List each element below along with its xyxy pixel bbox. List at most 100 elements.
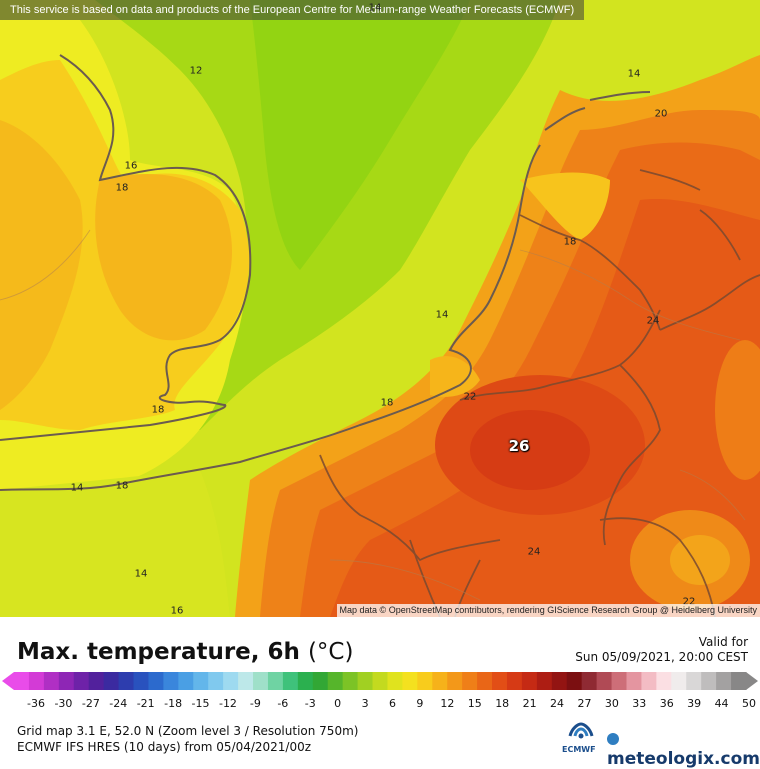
scale-swatch — [596, 672, 613, 690]
scale-tick-label: 30 — [604, 697, 619, 710]
scale-tick-label: -36 — [27, 697, 45, 710]
title-unit: (°C) — [307, 639, 354, 665]
scale-swatch — [506, 672, 523, 690]
scale-swatch — [716, 672, 732, 690]
scale-tick-label: 21 — [522, 697, 537, 710]
model-info: ECMWF IFS HRES (10 days) from 05/04/2021… — [17, 740, 312, 754]
scale-swatch — [73, 672, 90, 690]
scale-swatch — [447, 672, 463, 690]
scale-tick-label: -6 — [277, 697, 289, 710]
scale-tick-label: -21 — [136, 697, 155, 710]
contour-label: 14 — [368, 2, 382, 14]
scale-swatch — [14, 672, 30, 690]
scale-swatch — [462, 672, 478, 690]
scale-swatch — [671, 672, 687, 690]
brand-logo-icon — [607, 733, 619, 745]
scale-swatch — [327, 672, 344, 690]
contour-label: 22 — [463, 391, 477, 403]
scale-tick-label: 15 — [467, 697, 482, 710]
brand-name: meteologix.com — [607, 749, 760, 769]
scale-swatch — [193, 672, 209, 690]
scale-tick-label: 39 — [687, 697, 702, 710]
color-scale — [2, 672, 758, 690]
scale-arrow-right — [746, 672, 758, 690]
scale-swatch — [357, 672, 374, 690]
scale-swatch — [686, 672, 702, 690]
data-source-notice: This service is based on data and produc… — [0, 0, 585, 20]
scale-swatch — [312, 672, 329, 690]
contour-label: 14 — [435, 309, 449, 321]
scale-tick-label: -3 — [304, 697, 316, 710]
brand-logo[interactable]: meteologix.com — [607, 729, 760, 769]
scale-swatch — [372, 672, 388, 690]
scale-swatch — [178, 672, 194, 690]
scale-swatch — [387, 672, 403, 690]
scale-swatch — [208, 672, 224, 690]
scale-swatch — [342, 672, 359, 690]
contour-label: 18 — [151, 404, 165, 416]
contour-label: 14 — [134, 568, 148, 580]
scale-tick-label: 24 — [550, 697, 565, 710]
scale-tick-label: 12 — [440, 697, 455, 710]
scale-swatch — [566, 672, 583, 690]
scale-swatch — [402, 672, 418, 690]
contour-label: 16 — [124, 160, 138, 172]
scale-tick-label: -12 — [218, 697, 237, 710]
scale-swatch — [521, 672, 538, 690]
scale-swatch — [581, 672, 598, 690]
valid-time: Sun 05/09/2021, 20:00 CEST — [575, 650, 748, 664]
weather-map[interactable]: This service is based on data and produc… — [0, 0, 760, 617]
scale-tick-label: -9 — [249, 697, 261, 710]
scale-tick-label: -27 — [81, 697, 100, 710]
contour-label: 18 — [115, 480, 129, 492]
scale-tick-label: -30 — [54, 697, 73, 710]
scale-swatch — [641, 672, 657, 690]
scale-tick-label: 18 — [495, 697, 510, 710]
ecmwf-logo-text: ECMWF — [562, 745, 596, 754]
scale-swatch — [58, 672, 75, 690]
scale-tick-label: 44 — [714, 697, 729, 710]
scale-swatch — [267, 672, 284, 690]
scale-swatch — [611, 672, 627, 690]
scale-swatch — [253, 672, 269, 690]
scale-swatch — [297, 672, 314, 690]
scale-tick-label: 27 — [577, 697, 592, 710]
contour-label: 18 — [115, 182, 129, 194]
grid-info: Grid map 3.1 E, 52.0 N (Zoom level 3 / R… — [17, 724, 359, 738]
title-text: Max. temperature, 6h — [17, 639, 300, 665]
scale-swatch — [133, 672, 149, 690]
contour-label: 22 — [682, 596, 696, 608]
scale-arrow-left — [2, 672, 14, 690]
contour-label: 20 — [654, 108, 668, 120]
contour-label: 18 — [563, 236, 577, 248]
legend-footer: Max. temperature, 6h (°C) Valid for Sun … — [0, 617, 760, 769]
scale-swatch — [238, 672, 254, 690]
ecmwf-logo-icon — [568, 722, 594, 739]
scale-swatch — [701, 672, 717, 690]
scale-tick-label: 33 — [632, 697, 647, 710]
valid-for-label: Valid for — [698, 635, 748, 649]
scale-swatch — [43, 672, 60, 690]
scale-swatch — [432, 672, 448, 690]
map-attribution: Map data © OpenStreetMap contributors, r… — [336, 604, 760, 617]
contour-label: 16 — [170, 605, 184, 617]
contour-label: 12 — [189, 65, 203, 77]
scale-swatch — [536, 672, 553, 690]
contour-label: 14 — [627, 68, 641, 80]
scale-swatch — [163, 672, 179, 690]
scale-tick-label: -24 — [109, 697, 128, 710]
scale-swatch — [223, 672, 239, 690]
temperature-field — [0, 0, 760, 617]
scale-tick-label: -18 — [164, 697, 183, 710]
scale-tick-label: 9 — [416, 697, 424, 710]
max-temperature-label: 26 — [508, 437, 530, 455]
scale-swatch — [551, 672, 568, 690]
map-title: Max. temperature, 6h (°C) — [17, 639, 353, 665]
scale-swatch — [656, 672, 672, 690]
contour-label: 18 — [380, 397, 394, 409]
scale-tick-label: -15 — [191, 697, 210, 710]
scale-swatch — [28, 672, 45, 690]
scale-tick-label: 6 — [389, 697, 396, 710]
scale-tick-label: 0 — [334, 697, 342, 710]
scale-swatch — [103, 672, 120, 690]
